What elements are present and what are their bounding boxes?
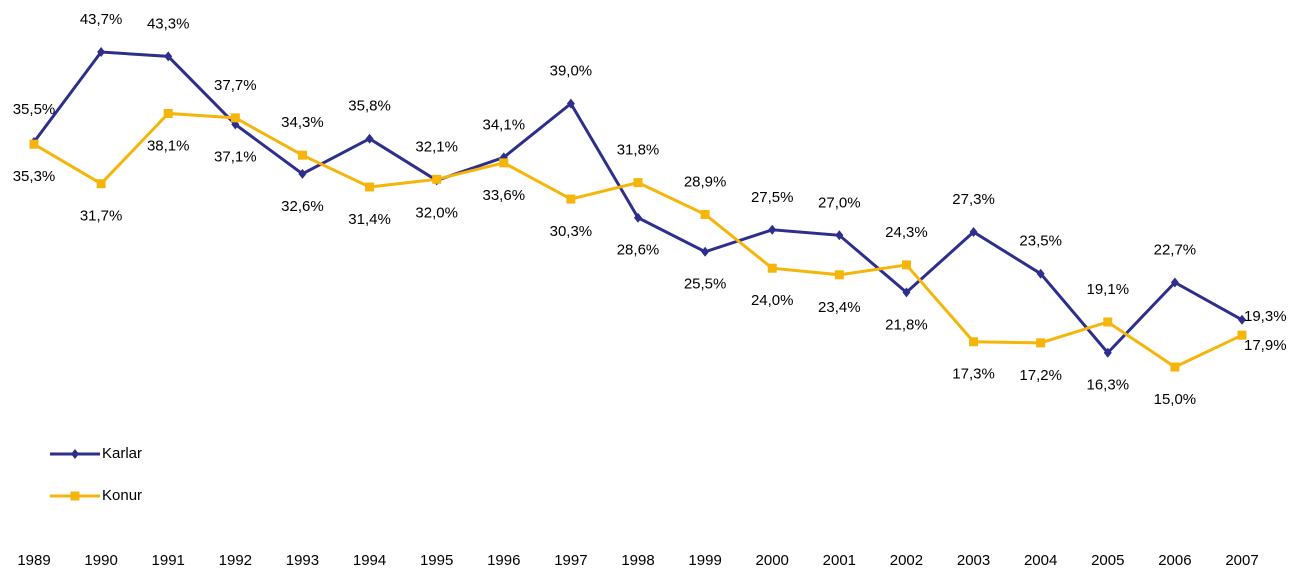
x-tick-label: 1990	[84, 552, 117, 569]
data-label: 31,4%	[348, 211, 391, 228]
data-label: 39,0%	[550, 63, 593, 80]
data-label: 37,7%	[214, 77, 257, 94]
x-tick-label: 1997	[554, 552, 587, 569]
x-tick-label: 1999	[688, 552, 721, 569]
marker	[633, 178, 643, 188]
data-label: 28,6%	[617, 242, 660, 259]
x-tick-label: 2005	[1091, 552, 1124, 569]
marker	[566, 194, 576, 204]
x-tick-label: 1995	[420, 552, 453, 569]
data-label: 43,3%	[147, 15, 190, 32]
marker	[1238, 314, 1246, 325]
x-tick-label: 2002	[890, 552, 923, 569]
data-label: 27,0%	[818, 194, 861, 211]
data-label: 35,8%	[348, 98, 391, 115]
data-label: 15,0%	[1154, 391, 1197, 408]
marker	[164, 51, 173, 62]
marker	[163, 108, 173, 118]
marker	[96, 179, 106, 189]
marker	[1103, 317, 1113, 327]
marker	[1036, 268, 1045, 279]
data-label: 31,7%	[80, 208, 123, 225]
data-label: 33,6%	[483, 187, 526, 204]
x-tick-label: 1991	[152, 552, 185, 569]
marker	[1036, 338, 1046, 348]
data-label: 22,7%	[1154, 241, 1197, 258]
data-label: 17,3%	[952, 366, 995, 383]
data-label: 23,4%	[818, 299, 861, 316]
data-label: 19,1%	[1087, 281, 1130, 298]
data-label: 34,1%	[483, 116, 526, 133]
x-tick-label: 1996	[487, 552, 520, 569]
legend-label: Karlar	[102, 445, 142, 462]
marker	[71, 449, 79, 459]
marker	[1103, 347, 1112, 358]
marker	[1170, 362, 1180, 372]
x-tick-label: 1998	[621, 552, 654, 569]
x-tick-label: 2001	[823, 552, 856, 569]
marker	[70, 491, 80, 501]
data-label: 32,1%	[415, 138, 458, 155]
marker	[1237, 330, 1247, 340]
marker	[834, 270, 844, 280]
data-label: 28,9%	[684, 173, 727, 190]
data-label: 35,5%	[13, 101, 56, 118]
marker	[97, 47, 106, 57]
data-label: 31,8%	[617, 142, 660, 159]
x-tick-label: 2003	[957, 552, 990, 569]
marker	[969, 227, 978, 237]
data-label: 23,5%	[1019, 233, 1062, 250]
marker	[1170, 277, 1179, 288]
data-label: 17,2%	[1019, 367, 1062, 384]
marker	[29, 139, 39, 149]
marker	[297, 150, 307, 160]
marker	[230, 113, 240, 123]
marker	[902, 287, 911, 298]
marker	[835, 230, 844, 241]
data-label: 27,5%	[751, 189, 794, 206]
data-label: 37,1%	[214, 148, 257, 165]
x-tick-label: 1989	[17, 552, 50, 569]
x-tick-label: 2004	[1024, 552, 1057, 569]
marker	[499, 158, 509, 168]
x-tick-label: 2006	[1158, 552, 1191, 569]
data-label: 34,3%	[281, 114, 324, 131]
data-label: 38,1%	[147, 137, 190, 154]
data-label: 35,3%	[13, 168, 56, 185]
series-line	[32, 50, 1243, 355]
x-tick-label: 1993	[286, 552, 319, 569]
x-tick-label: 1994	[353, 552, 386, 569]
marker	[365, 133, 374, 144]
marker	[634, 212, 642, 223]
data-label: 43,7%	[80, 11, 123, 28]
data-label: 21,8%	[885, 316, 928, 333]
marker	[298, 168, 307, 179]
x-tick-label: 1992	[219, 552, 252, 569]
marker	[768, 224, 777, 235]
data-label: 16,3%	[1087, 377, 1130, 394]
marker	[901, 260, 911, 270]
data-label: 32,6%	[281, 198, 324, 215]
data-label: 24,3%	[885, 224, 928, 241]
x-tick-label: 2000	[756, 552, 789, 569]
marker	[767, 263, 777, 273]
marker	[566, 98, 575, 109]
data-label: 19,3%	[1244, 308, 1287, 325]
marker	[365, 182, 375, 192]
data-label: 17,9%	[1244, 337, 1287, 354]
marker	[701, 246, 710, 257]
data-label: 30,3%	[550, 223, 593, 240]
x-tick-label: 2007	[1225, 552, 1258, 569]
data-label: 27,3%	[952, 191, 995, 208]
data-label: 24,0%	[751, 292, 794, 309]
marker	[700, 209, 710, 219]
data-label: 25,5%	[684, 276, 727, 293]
legend-label: Konur	[102, 487, 142, 504]
marker	[432, 174, 442, 184]
marker	[969, 337, 979, 347]
data-label: 32,0%	[415, 204, 458, 221]
